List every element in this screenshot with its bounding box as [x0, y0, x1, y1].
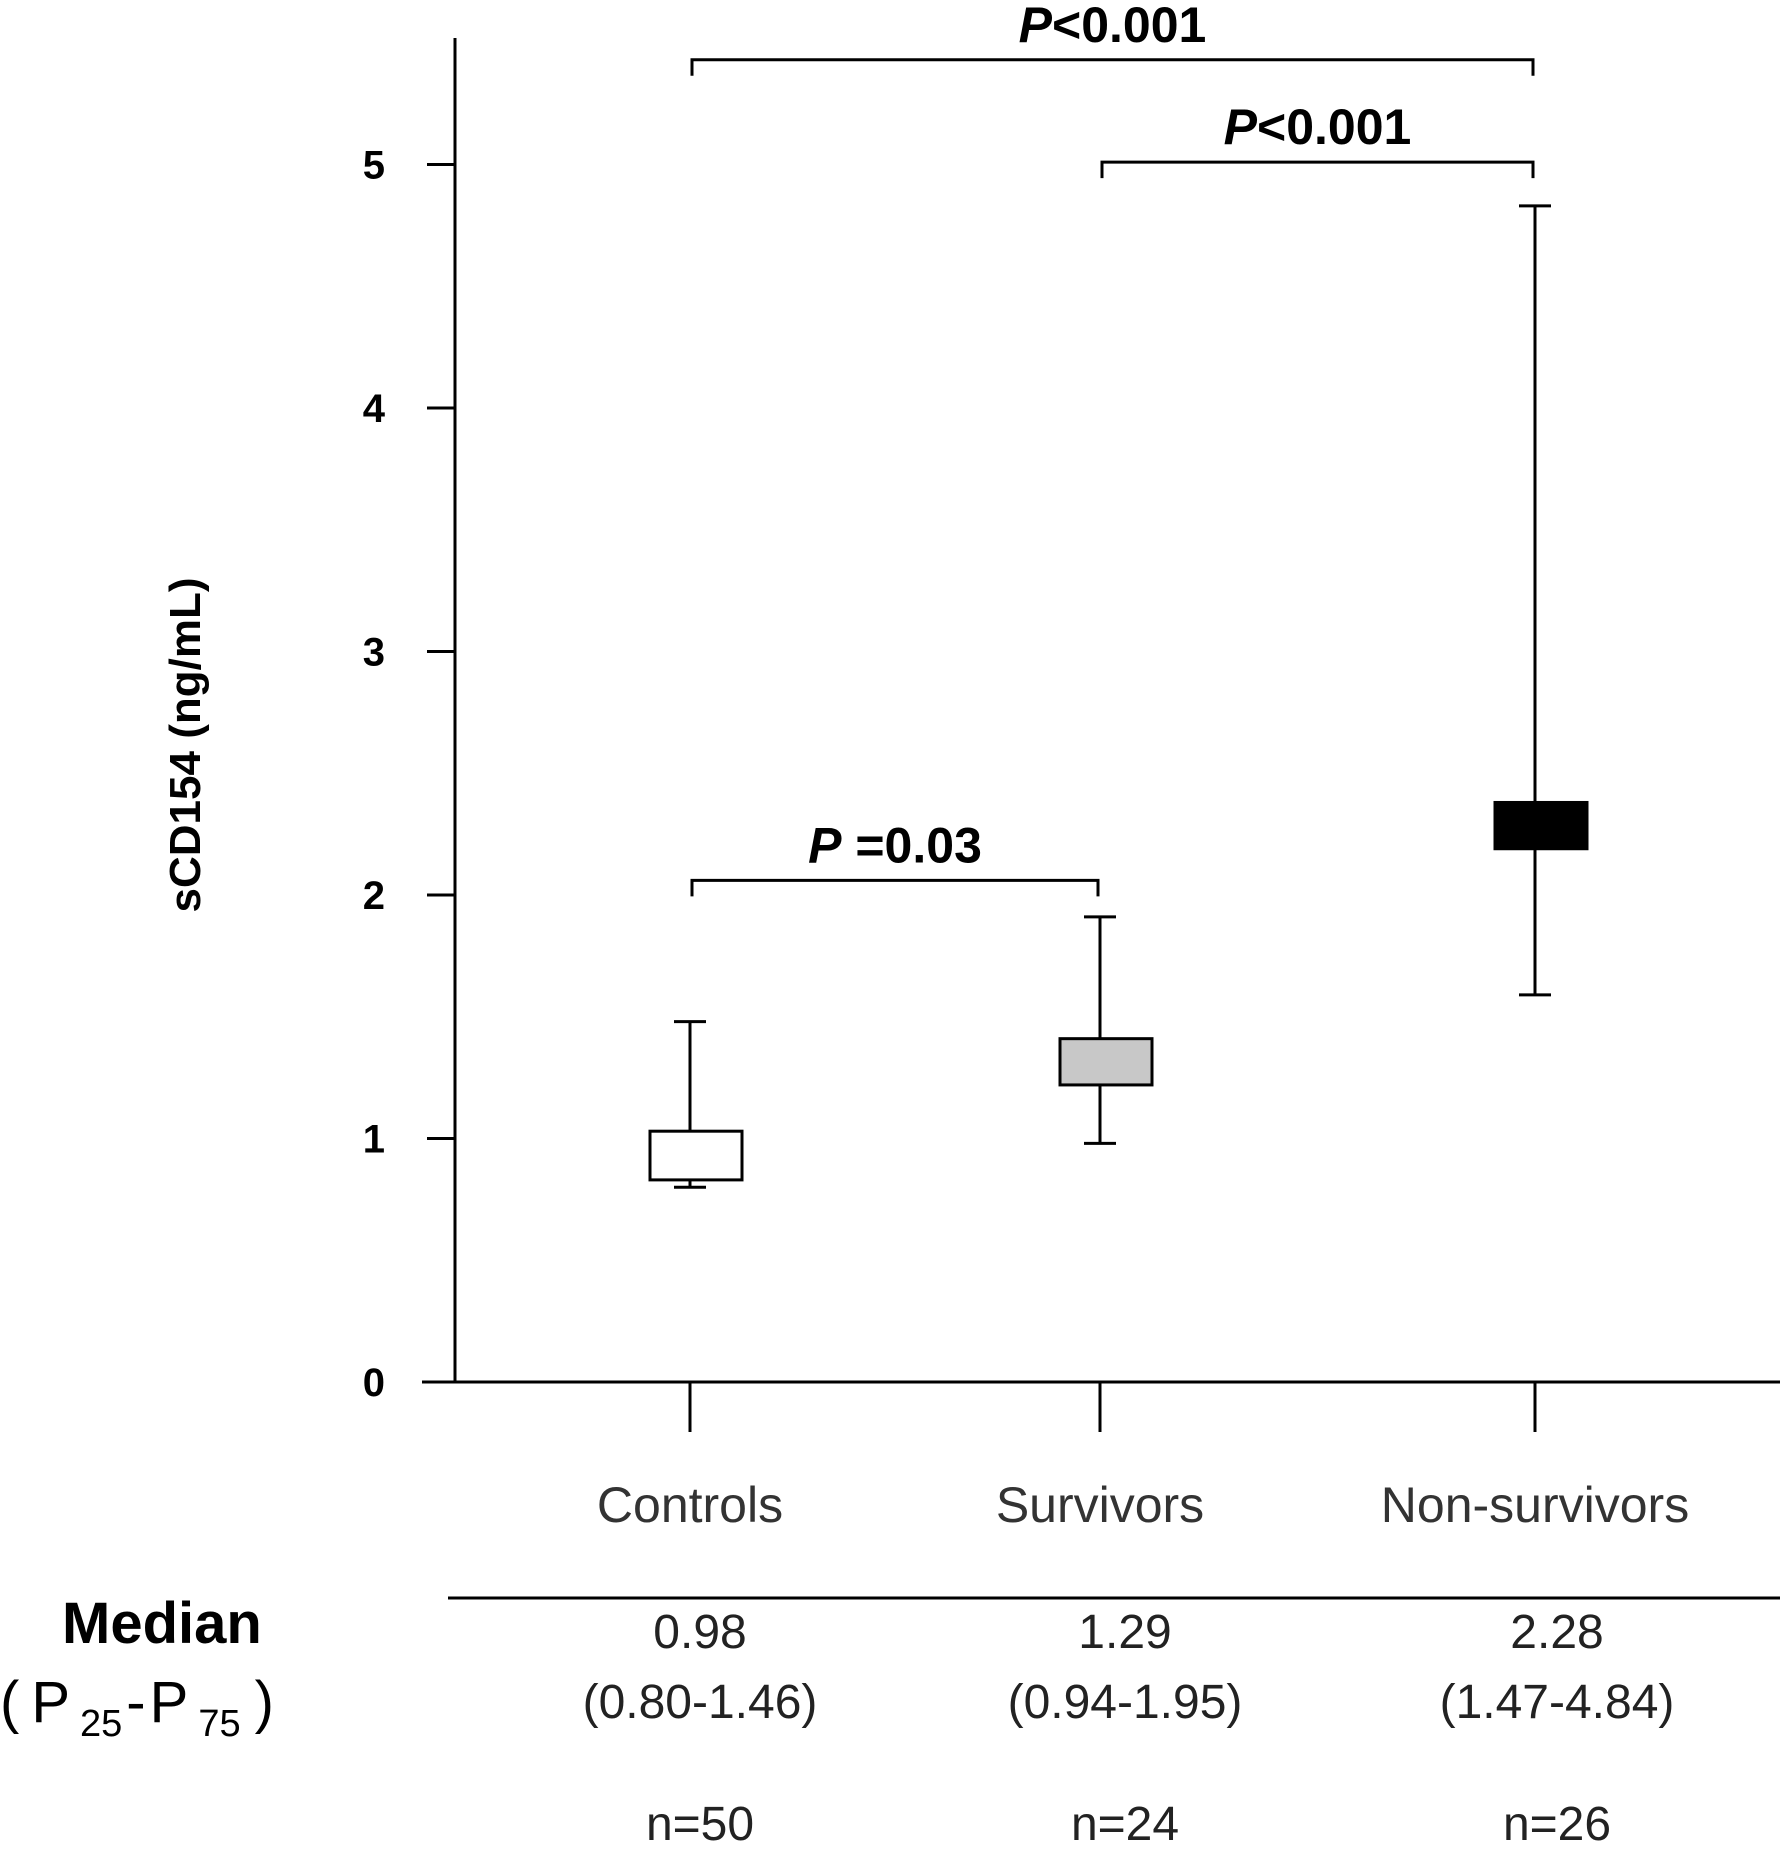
- subtitle-open-paren: (: [0, 1670, 19, 1735]
- p-symbol-0: P: [808, 817, 842, 873]
- y-tick-label-1: 1: [363, 1118, 385, 1162]
- summary-columns: 0.98 (0.80-1.46) n=50 1.29 (0.94-1.95) n=24 2.…: [583, 1606, 1675, 1851]
- p-value-1: <0.001: [1257, 99, 1411, 155]
- box-2: [1493, 800, 1589, 851]
- subtitle-p75-p: P: [150, 1670, 189, 1735]
- bracket-0: [690, 878, 1100, 897]
- x-category-label-1: Survivors: [996, 1477, 1204, 1533]
- p-symbol-2: P: [1019, 0, 1053, 53]
- y-tick-label-5: 5: [363, 144, 385, 188]
- box-0: [648, 1129, 744, 1182]
- p-value-label-2: P<0.001: [1019, 0, 1207, 53]
- y-tick-label-3: 3: [363, 631, 385, 675]
- subtitle-p25-p: P: [31, 1670, 70, 1735]
- subtitle-close-paren: ): [255, 1670, 274, 1735]
- p-value-label-1: P<0.001: [1224, 99, 1412, 155]
- summary-median-2: 2.28: [1510, 1606, 1603, 1659]
- p-value-0: =0.03: [841, 817, 981, 873]
- y-axis-label: sCD154 (ng/mL): [161, 578, 210, 913]
- summary-iqr-0: (0.80-1.46): [583, 1676, 818, 1729]
- summary-median-0: 0.98: [653, 1606, 746, 1659]
- x-categories: Controls Survivors Non-survivors: [597, 1382, 1689, 1533]
- y-ticks: 0 1 2 3 4 5: [363, 144, 455, 1405]
- subtitle-p75-sub: 75: [198, 1703, 240, 1745]
- summary-row-title: Median: [62, 1591, 262, 1656]
- summary-iqr-2: (1.47-4.84): [1440, 1676, 1675, 1729]
- p-symbol-1: P: [1224, 99, 1258, 155]
- summary-row-subtitle: ( P 25 - P 75 ): [0, 1670, 274, 1745]
- summary-n-1: n=24: [1071, 1798, 1179, 1851]
- summary-median-1: 1.29: [1078, 1606, 1171, 1659]
- x-category-label-2: Non-survivors: [1381, 1477, 1689, 1533]
- summary-iqr-1: (0.94-1.95): [1008, 1676, 1243, 1729]
- bracket-2: [690, 58, 1535, 76]
- bracket-1: [1100, 160, 1535, 179]
- subtitle-dash: -: [126, 1670, 145, 1735]
- y-tick-label-0: 0: [363, 1361, 385, 1405]
- summary-n-0: n=50: [646, 1798, 754, 1851]
- p-value-label-0: P =0.03: [808, 817, 982, 873]
- y-tick-label-2: 2: [363, 874, 385, 918]
- box-marks: [648, 204, 1589, 1189]
- p-value-2: <0.001: [1052, 0, 1206, 53]
- x-category-label-0: Controls: [597, 1477, 783, 1533]
- subtitle-p25-sub: 25: [80, 1703, 122, 1745]
- y-tick-label-4: 4: [363, 387, 386, 431]
- box-1: [1058, 1037, 1154, 1087]
- summary-n-2: n=26: [1503, 1798, 1611, 1851]
